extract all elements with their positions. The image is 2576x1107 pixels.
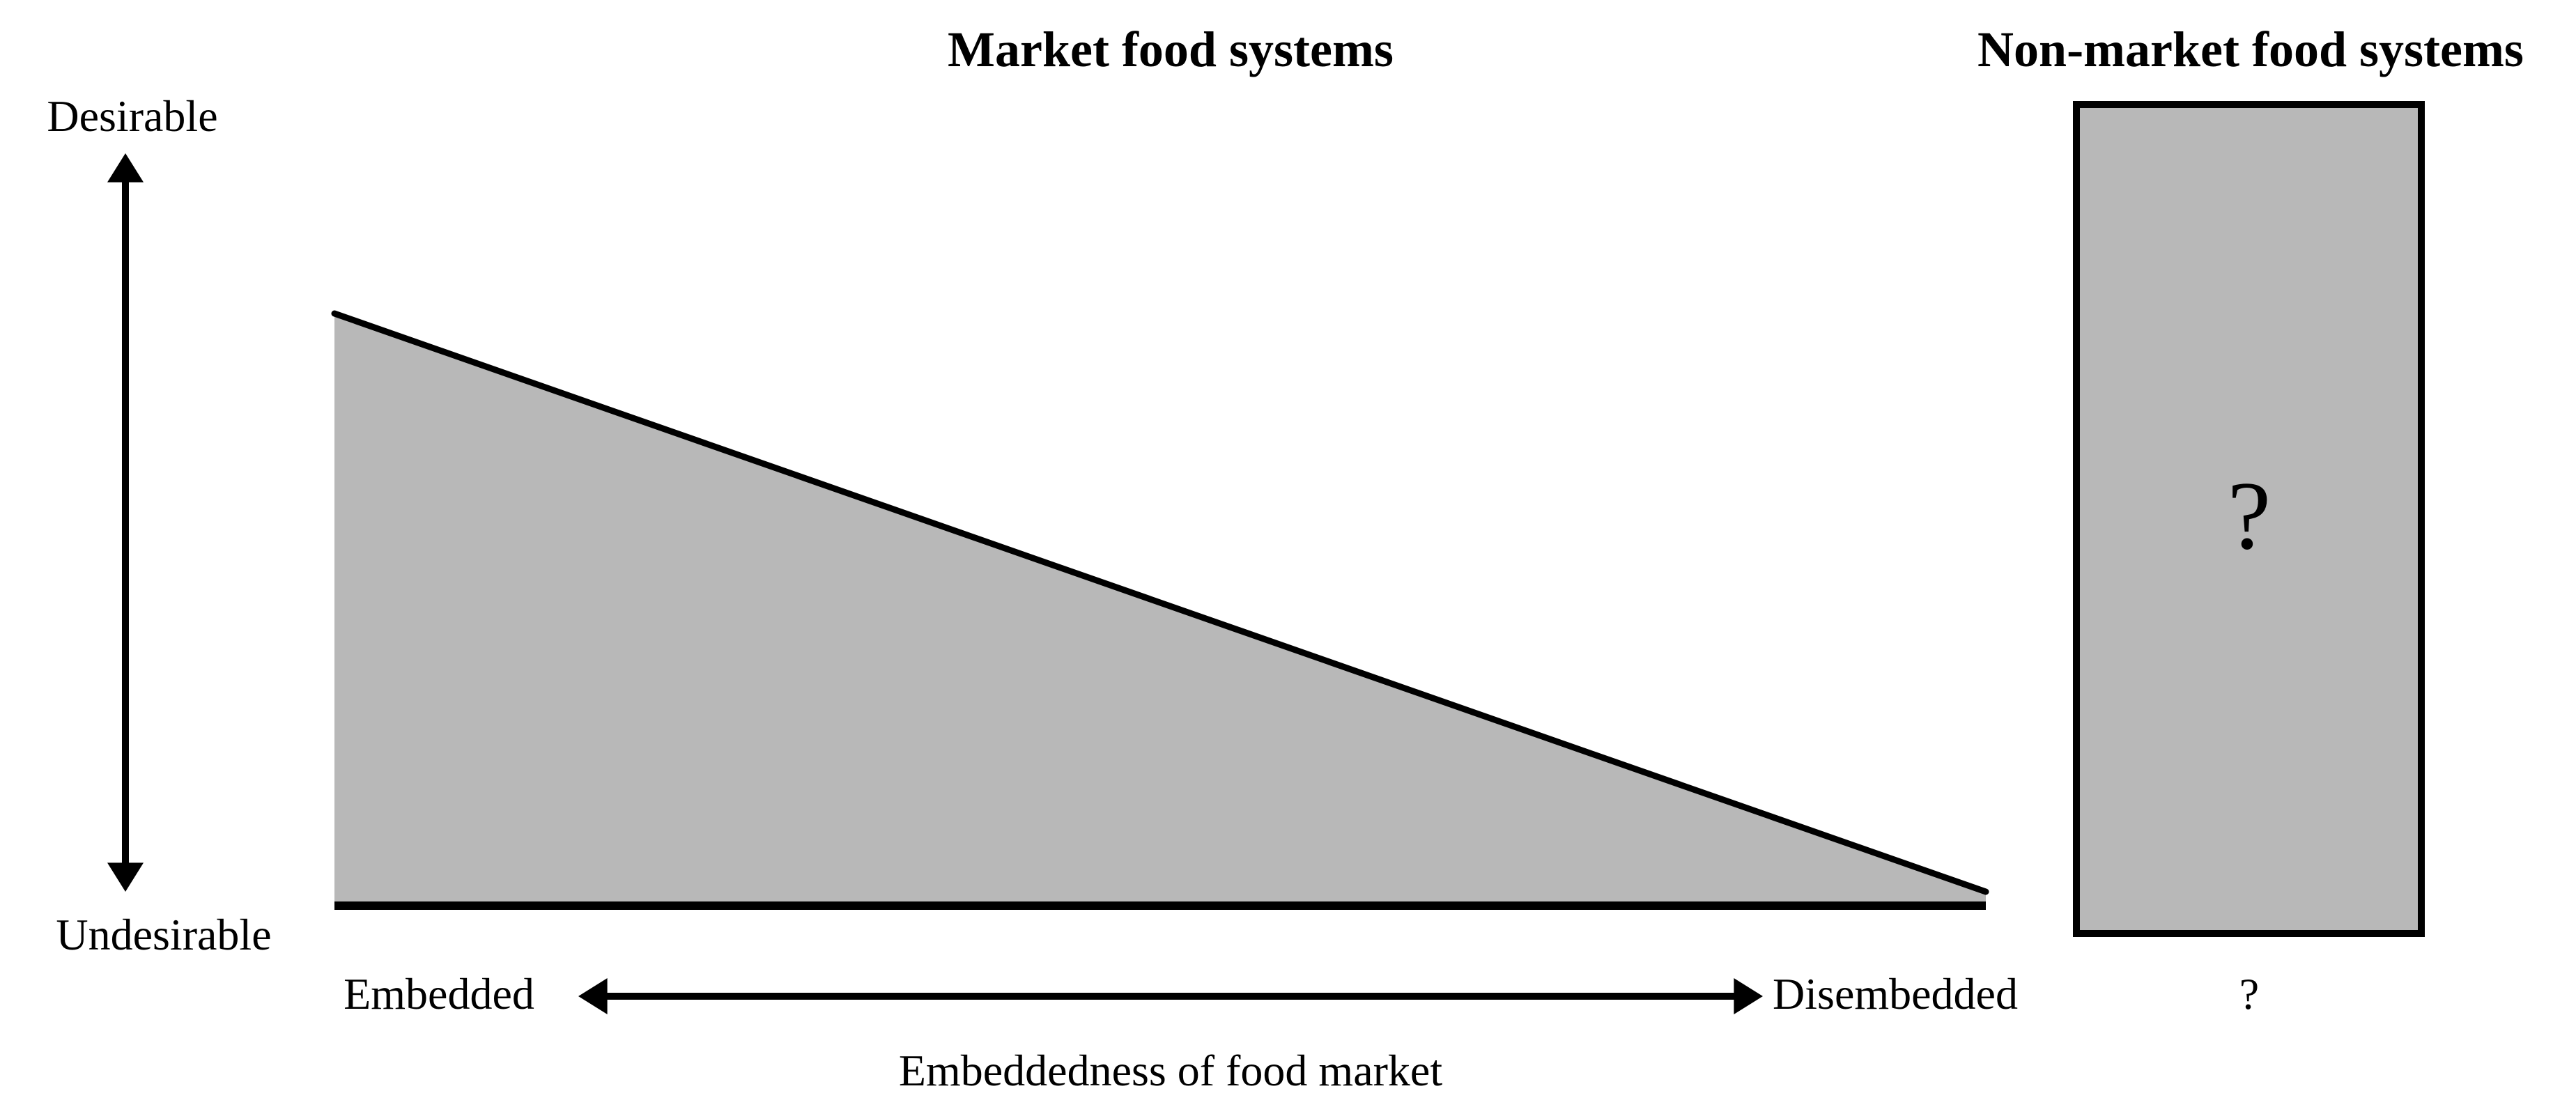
nonmarket-box-question: ? — [2228, 460, 2271, 572]
title-market: Market food systems — [948, 21, 1394, 79]
diagram-svg — [0, 0, 2576, 1107]
x-axis-caption: Embeddedness of food market — [899, 1045, 1442, 1097]
title-nonmarket: Non-market food systems — [1977, 21, 2524, 79]
diagram-stage: Market food systems Non-market food syst… — [0, 0, 2576, 1107]
y-axis-top-label: Desirable — [47, 91, 217, 142]
x-axis-right-label: Disembedded — [1773, 968, 2018, 1020]
y-axis-bottom-label: Undesirable — [56, 909, 271, 961]
nonmarket-below-question: ? — [2239, 968, 2259, 1020]
x-axis-left-label: Embedded — [344, 968, 534, 1020]
